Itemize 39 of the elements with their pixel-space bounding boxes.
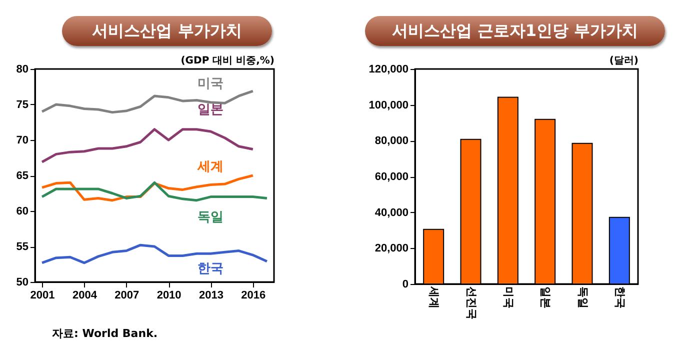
chart-title: 서비스산업 근로자1인당 부가가치 <box>365 16 665 46</box>
y-axis-title: (GDP 대비 비중,%) <box>180 56 274 66</box>
y-tick-label: 100,000 <box>368 99 408 112</box>
y-tick-label: 40,000 <box>374 206 408 219</box>
x-tick-label: 선진국 <box>464 286 477 320</box>
x-tick-label: 한국 <box>613 286 626 308</box>
x-tick-label: 일본 <box>539 286 552 308</box>
line-series <box>40 244 268 264</box>
y-tick-label: 75 <box>16 99 28 111</box>
y-tick-label: 70 <box>16 134 28 146</box>
series-label: 일본 <box>198 102 224 118</box>
x-tick-label: 2010 <box>156 290 182 302</box>
y-tick-label: 80 <box>16 64 28 76</box>
x-tick-label: 2016 <box>241 290 266 302</box>
x-tick-label: 2013 <box>198 290 224 302</box>
x-tick-label: 2004 <box>72 290 98 302</box>
y-tick-label: 80,000 <box>374 135 408 148</box>
series-label: 한국 <box>198 262 224 277</box>
y-tick-label: 60,000 <box>374 171 408 183</box>
text: 자료: World Bank. <box>52 326 158 341</box>
x-tick-label: 독일 <box>576 286 588 308</box>
y-tick-label: 50 <box>16 276 28 288</box>
x-tick-label: 미국 <box>502 286 514 308</box>
y-tick-label: 20,000 <box>374 242 408 255</box>
y-tick-label: 60 <box>16 206 28 218</box>
chart-title: 서비스산업 부가가치 <box>62 16 272 46</box>
y-tick-label: 65 <box>16 170 28 182</box>
y-axis-title: (달러) <box>609 56 638 66</box>
x-tick-label: 2007 <box>114 290 140 302</box>
series-label: 미국 <box>198 76 224 92</box>
x-tick-label: 2001 <box>30 290 55 302</box>
x-tick-label: 세계 <box>428 286 440 308</box>
series-label: 세계 <box>196 160 224 175</box>
y-tick-label: 55 <box>16 241 28 253</box>
line-series <box>40 90 254 114</box>
line-series <box>40 181 268 202</box>
y-tick-label: 120,000 <box>368 64 408 76</box>
y-tick-label: 0 <box>402 278 408 290</box>
series-label: 독일 <box>198 210 224 225</box>
